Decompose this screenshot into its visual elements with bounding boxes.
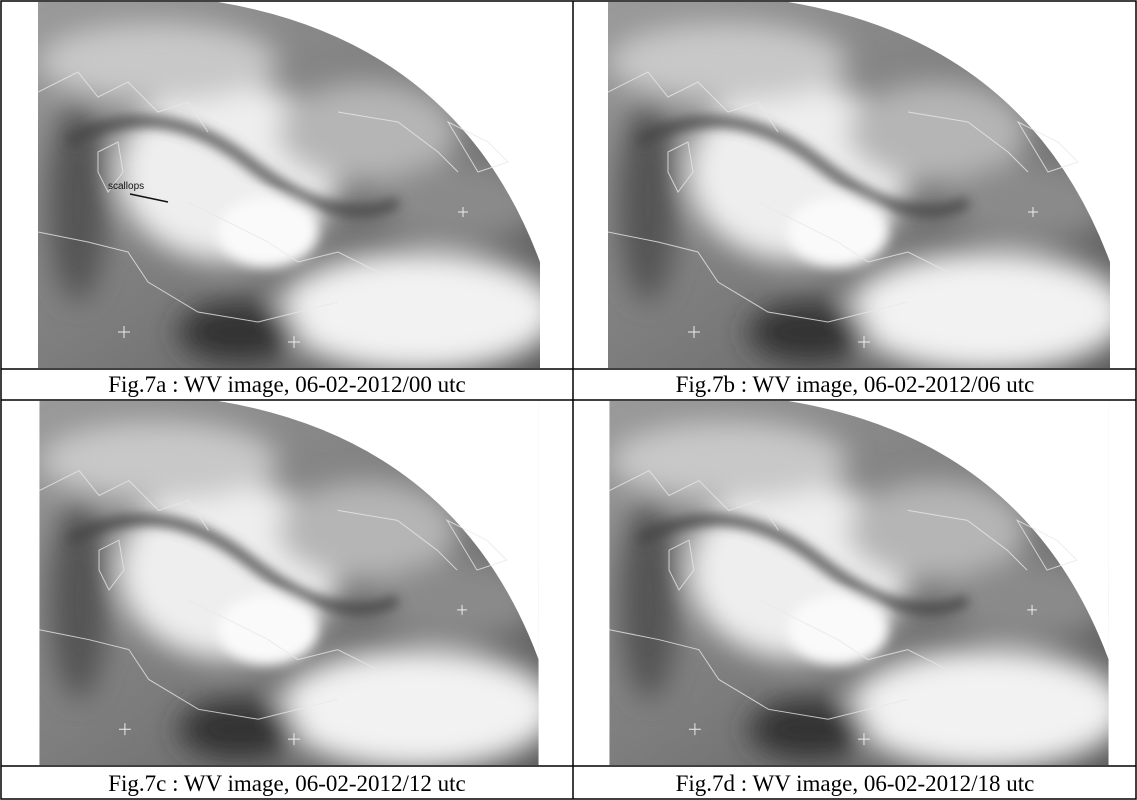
caption: Fig.7c : WV image, 06-02-2012/12 utc [108,771,466,796]
caption: Fig.7a : WV image, 06-02-2012/00 utc [108,372,466,397]
wv-image [39,401,556,769]
wv-image [609,401,1126,769]
annotation-pointer [129,193,169,203]
annotation: scallops [108,181,144,192]
caption: Fig.7b : WV image, 06-02-2012/06 utc [676,372,1035,397]
caption: Fig.7d : WV image, 06-02-2012/18 utc [676,771,1035,796]
wv-image [608,2,1128,372]
